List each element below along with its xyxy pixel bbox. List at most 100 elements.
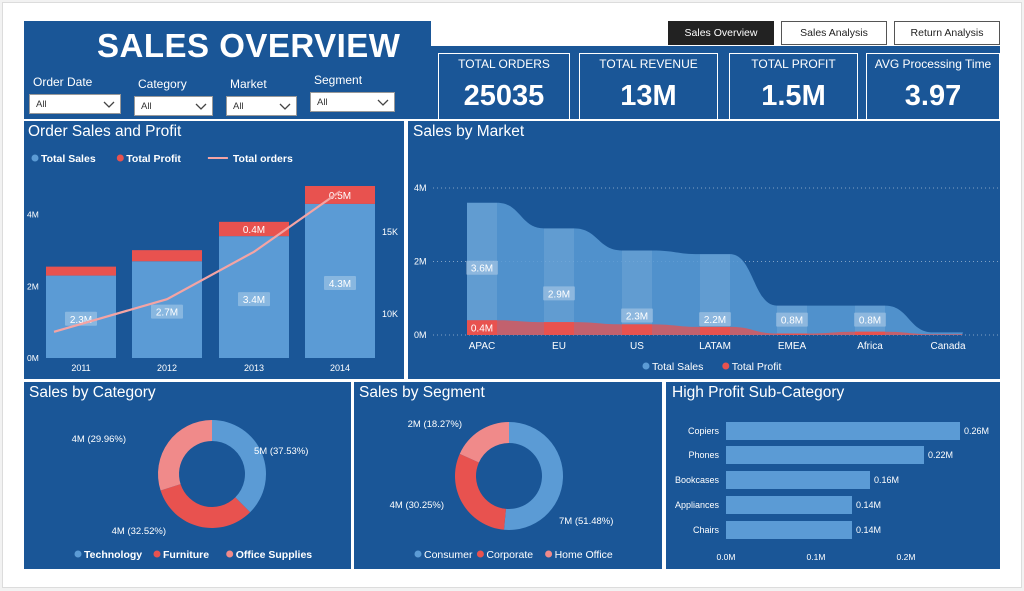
- osp-profit-label: 0.4M: [243, 225, 265, 236]
- seg-slice-label: 4M (30.25%): [390, 500, 444, 511]
- market-x-tick: APAC: [469, 341, 496, 352]
- market-profit-column: [622, 324, 652, 335]
- cat-legend-label: Office Supplies: [236, 549, 313, 561]
- osp-x-tick: 2013: [244, 363, 264, 373]
- market-sales-column: [467, 202, 497, 335]
- market-legend-marker: [722, 362, 730, 370]
- seg-slice: [459, 422, 509, 463]
- order-date-filter-value: All: [36, 99, 47, 110]
- market-profit-column: [544, 322, 574, 335]
- chevron-down-icon: [103, 101, 115, 108]
- cat-slice-label: 4M (32.52%): [112, 526, 166, 537]
- segment-filter-label: Segment: [314, 73, 363, 87]
- market-filter-value: All: [233, 101, 244, 112]
- market-x-tick: Canada: [930, 341, 965, 352]
- market-profit-column: [855, 331, 885, 335]
- sub-y-tick: Copiers: [688, 426, 720, 436]
- kpi-total-orders-value: 25035: [463, 80, 545, 112]
- category-filter-label: Category: [138, 77, 187, 91]
- sub-y-tick: Bookcases: [675, 475, 720, 485]
- osp-legend-label: Total Sales: [41, 153, 96, 165]
- market-y-tick: 2M: [414, 257, 427, 267]
- osp-legend-marker: [31, 154, 39, 162]
- market-sales-label: 0.8M: [781, 316, 803, 327]
- seg-legend-marker: [545, 550, 553, 558]
- sub-y-tick: Appliances: [675, 500, 720, 510]
- osp-y2-tick: 10K: [382, 309, 398, 319]
- market-x-tick: LATAM: [699, 341, 731, 352]
- cat-slice-label: 4M (29.96%): [72, 434, 126, 445]
- kpi-band: [431, 46, 1000, 119]
- sub-y-tick: Phones: [688, 450, 719, 460]
- kpi-total-orders-label: TOTAL ORDERS: [458, 57, 550, 71]
- sub-x-tick: 0.1M: [807, 552, 826, 562]
- cat-slice-label: 5M (37.53%): [254, 446, 308, 457]
- order-date-filter[interactable]: All: [29, 94, 121, 114]
- osp-legend-label: Total orders: [233, 153, 293, 165]
- category-filter[interactable]: All: [134, 96, 213, 116]
- market-y-tick: 0M: [414, 330, 427, 340]
- kpi-avg-processing-time-label: AVG Processing Time: [874, 57, 992, 71]
- seg-legend-marker: [414, 550, 422, 558]
- market-sales-column: [622, 250, 652, 335]
- sales-analysis-button[interactable]: Sales Analysis: [781, 21, 887, 45]
- market-x-tick: EU: [552, 341, 566, 352]
- sub-bar: [726, 446, 924, 464]
- segment-filter-value: All: [317, 97, 328, 108]
- seg-slice-label: 2M (18.27%): [408, 419, 462, 430]
- osp-x-tick: 2014: [330, 363, 350, 373]
- osp-y-tick: 2M: [27, 281, 39, 291]
- osp-x-tick: 2011: [71, 363, 90, 373]
- osp-sales-bar: [305, 203, 375, 358]
- cat-slice: [160, 484, 251, 528]
- sales-by-market-chart: 0M 2M 4M APAC 3.6M 0.4M EU 2.9M US 2.3M LATAM 2.2M E…: [414, 183, 998, 373]
- sub-value-label: 0.14M: [856, 525, 881, 535]
- order-date-filter-label: Order Date: [33, 75, 93, 89]
- market-filter-label: Market: [230, 77, 267, 91]
- seg-slice: [503, 422, 564, 530]
- osp-sales-label: 3.4M: [243, 295, 265, 306]
- return-analysis-button[interactable]: Return Analysis: [894, 21, 1000, 45]
- kpi-total-orders: TOTAL ORDERS 25035: [438, 53, 570, 120]
- market-profit-column: [777, 333, 807, 335]
- market-legend-label: Total Sales: [652, 361, 703, 373]
- kpi-total-profit: TOTAL PROFIT 1.5M: [729, 53, 858, 120]
- market-sales-label-bg: [854, 312, 886, 327]
- osp-profit-bar: [132, 250, 202, 262]
- market-profit-label: 0.4M: [471, 323, 493, 334]
- sub-value-label: 0.22M: [928, 450, 953, 460]
- market-x-tick: EMEA: [778, 341, 807, 352]
- cat-legend-marker: [153, 550, 161, 558]
- kpi-avg-processing-time-value: 3.97: [904, 80, 962, 112]
- sales-by-category-panel: [24, 382, 351, 569]
- kpi-total-revenue-value: 13M: [620, 80, 677, 112]
- osp-sales-label: 2.7M: [156, 308, 178, 319]
- kpi-total-revenue: TOTAL REVENUE 13M: [579, 53, 718, 120]
- osp-sales-label-bg: [324, 275, 356, 290]
- osp-x-tick: 2012: [157, 363, 177, 373]
- market-y-tick: 4M: [414, 183, 427, 193]
- sales-by-segment-chart: 7M (51.48%) 4M (30.25%) 2M (18.27%) Consume…: [390, 419, 614, 561]
- category-filter-value: All: [141, 101, 152, 112]
- seg-slice-label: 7M (51.48%): [559, 516, 613, 527]
- seg-legend-label: Corporate: [486, 549, 533, 561]
- market-sales-label: 0.8M: [859, 316, 881, 327]
- sub-bar: [726, 422, 960, 440]
- market-x-tick: US: [630, 341, 644, 352]
- market-sales-label-bg: [699, 312, 731, 327]
- kpi-total-revenue-label: TOTAL REVENUE: [599, 57, 698, 71]
- market-sales-column: [544, 228, 574, 335]
- sub-x-tick: 0.2M: [897, 552, 916, 562]
- sales-by-segment-panel: [354, 382, 662, 569]
- market-filter[interactable]: All: [226, 96, 297, 116]
- market-sales-column: [855, 305, 885, 335]
- sales-by-category-title: Sales by Category: [29, 384, 156, 401]
- market-sales-label-bg: [621, 308, 653, 323]
- seg-slice: [455, 453, 506, 530]
- segment-filter[interactable]: All: [310, 92, 395, 112]
- market-sales-label-bg: [466, 260, 498, 275]
- chevron-down-icon: [195, 103, 207, 110]
- osp-orders-line: [53, 190, 341, 333]
- sales-overview-button[interactable]: Sales Overview: [668, 21, 774, 45]
- seg-legend-label: Home Office: [555, 549, 613, 561]
